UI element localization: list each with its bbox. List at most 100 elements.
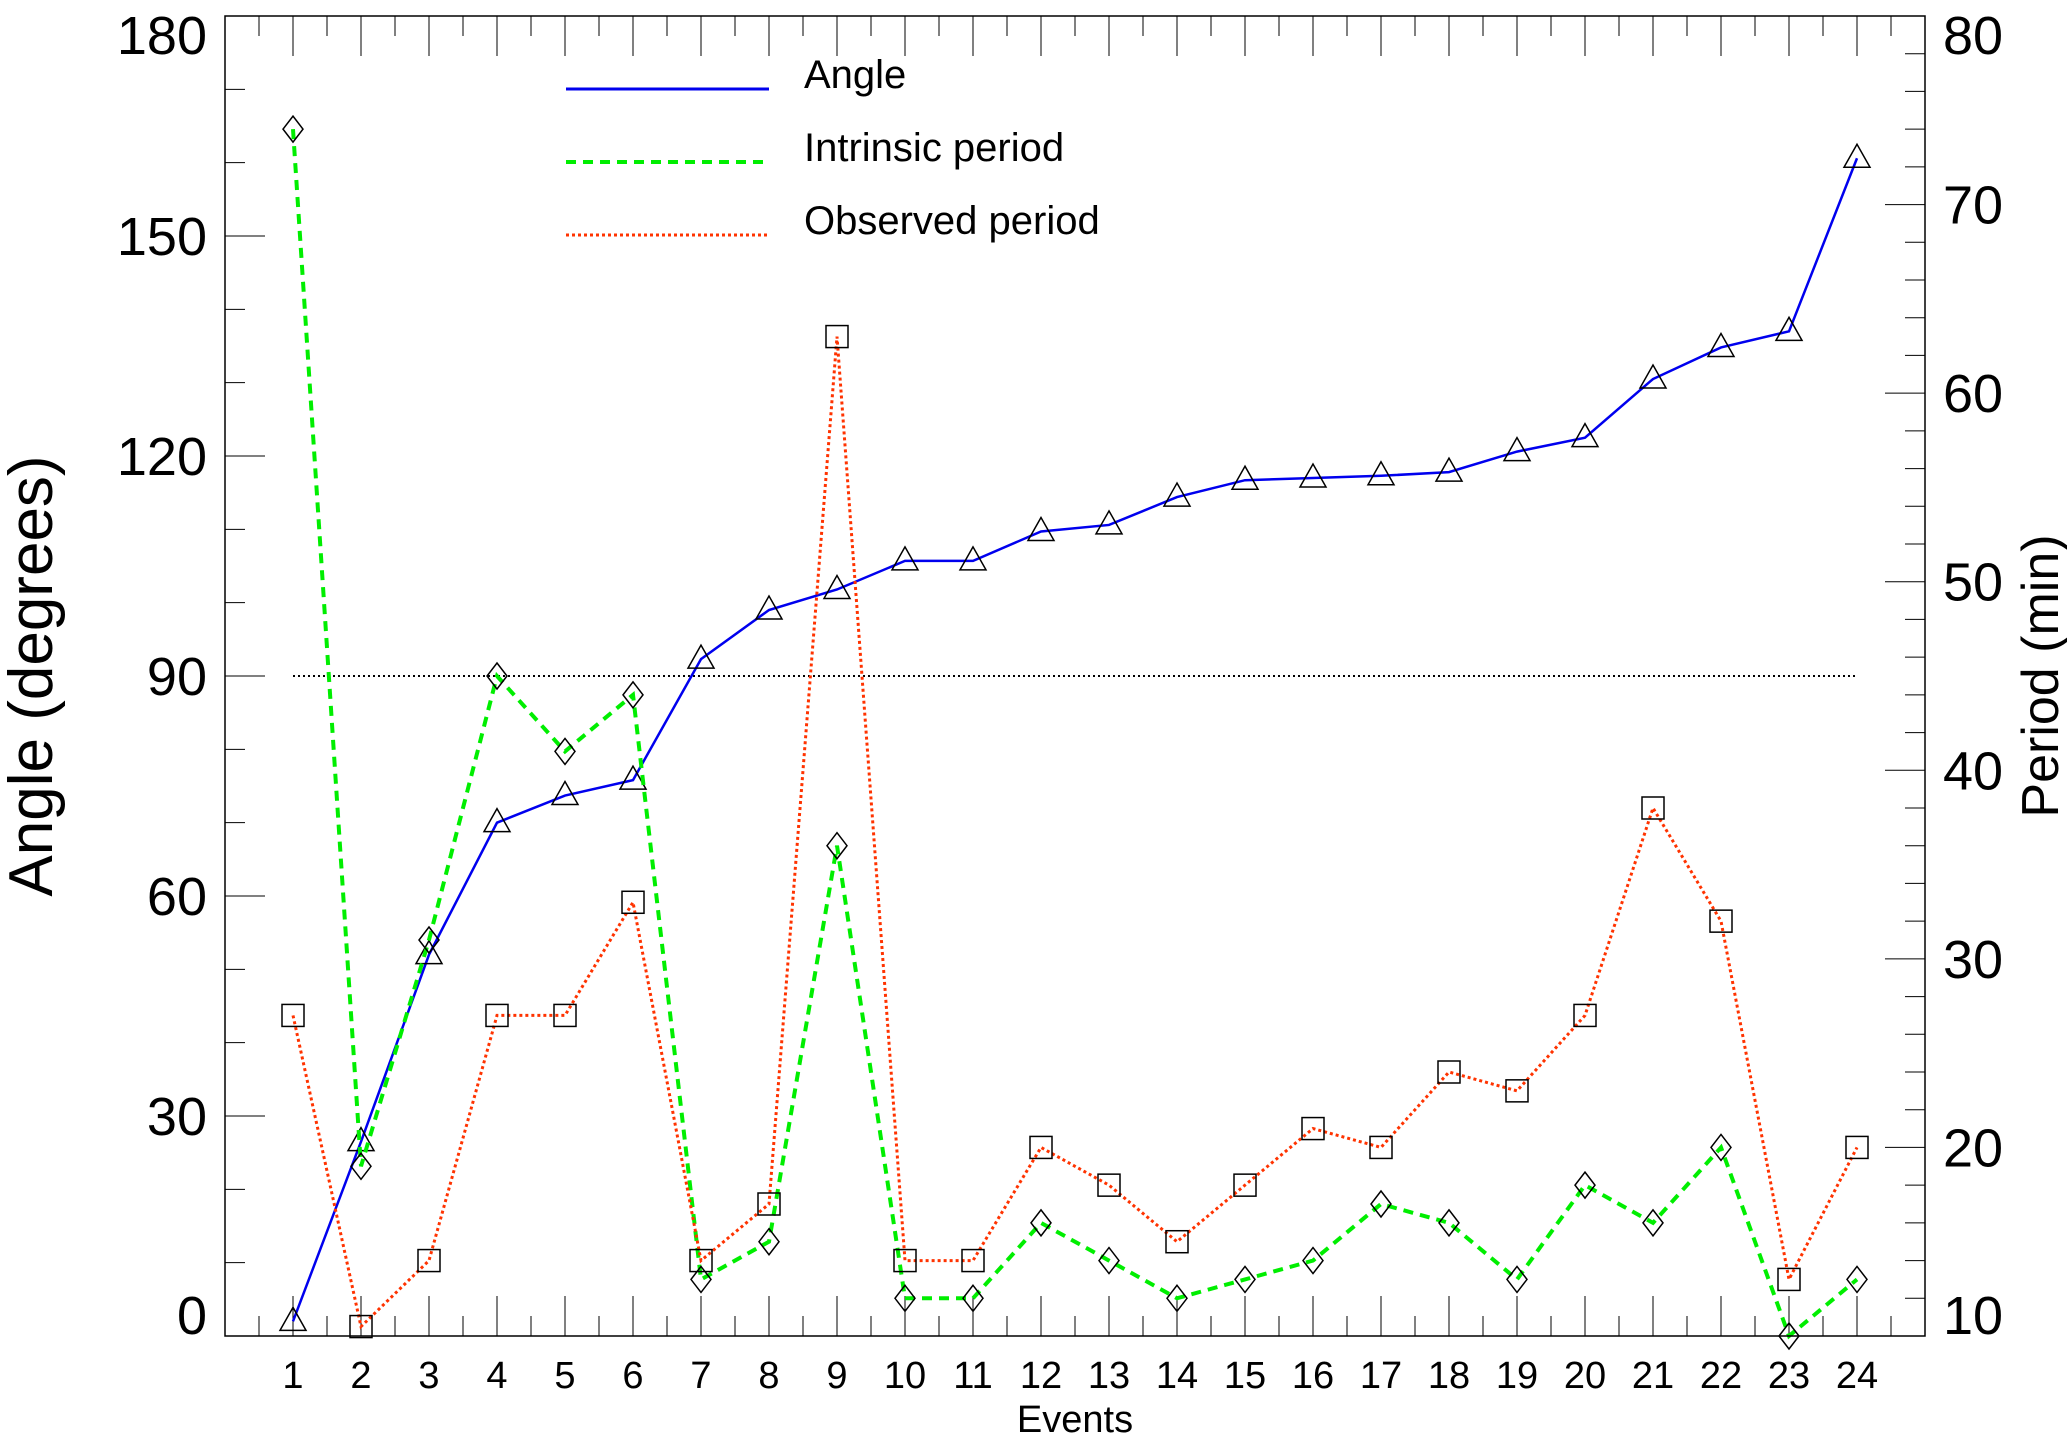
- x-tick-label: 18: [1428, 1355, 1470, 1397]
- triangle-marker: [1842, 142, 1872, 169]
- x-tick-label: 14: [1156, 1355, 1198, 1397]
- x-tick-label: 12: [1020, 1355, 1062, 1397]
- x-tick-label: 11: [953, 1355, 992, 1397]
- triangle-marker: [1366, 460, 1396, 486]
- square-marker: [757, 1192, 781, 1216]
- axis-ticks: 1 2 3 4 5 6 7 8 9 10 11 12 13 14 15 16 17 18 19 20 21 22 23 240…: [117, 6, 2003, 1397]
- x-tick-label: 4: [486, 1355, 507, 1397]
- triangle-marker: [414, 939, 444, 965]
- y-tick-label: 90: [147, 647, 207, 707]
- diamond-marker: [1574, 1170, 1596, 1200]
- square-marker: [1641, 796, 1665, 820]
- diamond-marker: [894, 1284, 916, 1313]
- y-axis-label: Angle (degrees): [0, 455, 66, 896]
- series-layer: [278, 114, 1872, 1351]
- diamond-marker: [1302, 1246, 1324, 1275]
- triangle-marker: [550, 780, 580, 806]
- legend: Angle Intrinsic period Observed period: [566, 53, 1100, 243]
- diamond-marker: [1030, 1208, 1052, 1238]
- x-tick-label: 5: [554, 1355, 575, 1397]
- legend-label-intrinsic: Intrinsic period: [804, 126, 1064, 170]
- x-tick-label: 19: [1496, 1355, 1538, 1397]
- diamond-marker: [1506, 1265, 1528, 1294]
- diamond-marker: [1166, 1284, 1188, 1313]
- triangle-marker: [1094, 509, 1124, 535]
- diamond-marker: [622, 680, 644, 710]
- square-marker: [1505, 1079, 1529, 1103]
- diamond-marker: [1710, 1133, 1732, 1162]
- x-tick-label: 6: [622, 1355, 643, 1397]
- square-marker: [1165, 1229, 1189, 1254]
- y2-tick-label: 40: [1943, 741, 2003, 801]
- square-marker: [1029, 1135, 1053, 1160]
- diamond-marker: [690, 1265, 712, 1294]
- triangle-marker: [822, 573, 852, 600]
- y2-tick-label: 10: [1943, 1286, 2003, 1346]
- square-marker: [1301, 1116, 1325, 1141]
- triangle-marker: [754, 594, 784, 620]
- y-tick-label: 150: [117, 207, 207, 267]
- diamond-marker: [418, 925, 440, 955]
- triangle-marker: [1434, 456, 1464, 482]
- diamond-marker: [1098, 1246, 1120, 1275]
- x-tick-label: 8: [758, 1355, 779, 1397]
- triangle-marker: [618, 764, 648, 790]
- y2-tick-label: 30: [1943, 930, 2003, 990]
- x-tick-label: 13: [1088, 1355, 1130, 1397]
- square-marker: [1845, 1135, 1869, 1160]
- x-tick-label: 10: [884, 1355, 926, 1397]
- y2-tick-label: 60: [1943, 364, 2003, 424]
- triangle-marker: [1774, 315, 1804, 342]
- square-marker: [349, 1314, 373, 1339]
- triangle-marker: [482, 807, 512, 833]
- triangle-marker: [958, 545, 988, 571]
- diamond-marker: [350, 1152, 372, 1181]
- diamond-marker: [962, 1284, 984, 1313]
- triangle-marker: [1706, 331, 1736, 358]
- square-marker: [621, 890, 645, 915]
- square-marker: [553, 1003, 577, 1028]
- triangle-marker: [1502, 436, 1532, 462]
- x-tick-label: 1: [282, 1355, 303, 1397]
- plot-frame: [224, 15, 1926, 1337]
- x-tick-label: 24: [1836, 1355, 1878, 1397]
- square-marker: [1369, 1135, 1393, 1160]
- triangle-marker: [1638, 363, 1668, 389]
- square-marker: [1233, 1173, 1257, 1197]
- square-marker: [1097, 1173, 1121, 1197]
- y2-tick-label: 80: [1943, 6, 2003, 66]
- square-marker: [1709, 909, 1733, 933]
- square-marker: [893, 1248, 917, 1273]
- square-marker: [281, 1003, 305, 1028]
- x-tick-label: 7: [690, 1355, 711, 1397]
- diamond-marker: [1642, 1208, 1664, 1238]
- triangle-marker: [1162, 481, 1192, 507]
- x-tick-label: 9: [826, 1355, 847, 1397]
- square-marker: [1437, 1060, 1461, 1084]
- square-marker: [961, 1248, 985, 1273]
- x-tick-label: 23: [1768, 1355, 1810, 1397]
- y2-tick-label: 70: [1943, 176, 2003, 236]
- diamond-marker: [282, 114, 304, 144]
- y-tick-label: 180: [117, 6, 207, 66]
- y-tick-label: 30: [147, 1087, 207, 1147]
- diamond-marker: [1778, 1321, 1800, 1351]
- square-marker: [1573, 1003, 1597, 1028]
- triangle-marker: [278, 1305, 308, 1332]
- legend-label-angle: Angle: [804, 53, 906, 97]
- x-axis-label: Events: [1017, 1399, 1133, 1434]
- series-line-observed-period: [291, 336, 1859, 1330]
- x-tick-label: 2: [350, 1355, 371, 1397]
- series-line-angle: [291, 157, 1859, 1322]
- x-tick-label: 15: [1224, 1355, 1266, 1397]
- diamond-marker: [1370, 1189, 1392, 1219]
- x-tick-label: 21: [1632, 1355, 1674, 1397]
- y-tick-label: 0: [177, 1286, 207, 1346]
- triangle-marker: [686, 643, 716, 669]
- diamond-marker: [486, 661, 508, 691]
- square-marker: [417, 1248, 441, 1273]
- diamond-marker: [1438, 1208, 1460, 1238]
- triangle-marker: [1026, 516, 1056, 542]
- square-marker: [1777, 1267, 1801, 1292]
